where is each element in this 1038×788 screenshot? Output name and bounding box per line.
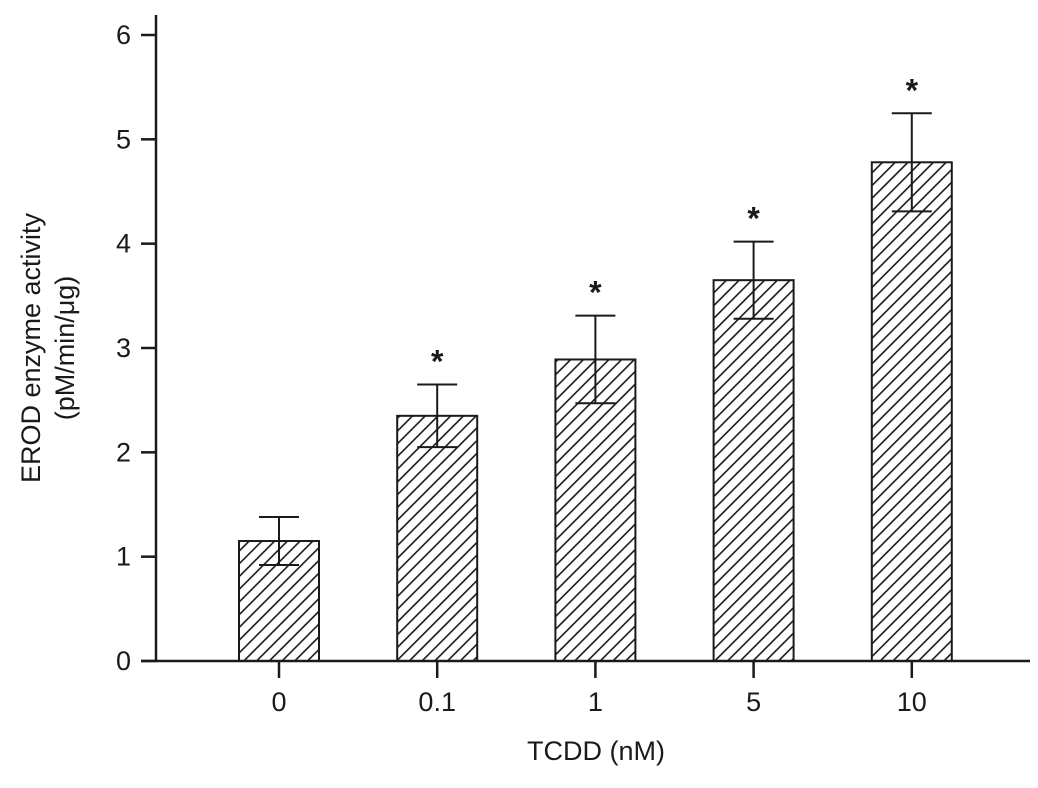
bar <box>712 279 795 662</box>
significance-marker: * <box>589 275 602 311</box>
bar <box>870 161 953 663</box>
y-tick-label: 5 <box>116 124 131 154</box>
x-axis-label: TCDD (nM) <box>527 736 665 766</box>
significance-marker: * <box>431 344 444 380</box>
y-tick-label: 4 <box>116 229 131 259</box>
bar <box>554 358 637 662</box>
y-tick-label: 2 <box>116 437 131 467</box>
x-tick-label: 1 <box>588 687 603 717</box>
bar <box>396 414 479 663</box>
x-tick-label: 10 <box>897 687 927 717</box>
y-axis-label: EROD enzyme activity <box>16 212 46 483</box>
y-tick-label: 1 <box>116 542 131 572</box>
significance-marker: * <box>747 201 760 237</box>
x-tick-label: 0.1 <box>418 687 456 717</box>
y-tick-label: 0 <box>116 646 131 676</box>
x-tick-label: 5 <box>746 687 761 717</box>
significance-marker: * <box>906 72 919 108</box>
y-tick-label: 3 <box>116 333 131 363</box>
x-tick-label: 0 <box>271 687 286 717</box>
y-axis-units: (pM/min/μg) <box>50 276 80 421</box>
y-tick-label: 6 <box>116 20 131 50</box>
